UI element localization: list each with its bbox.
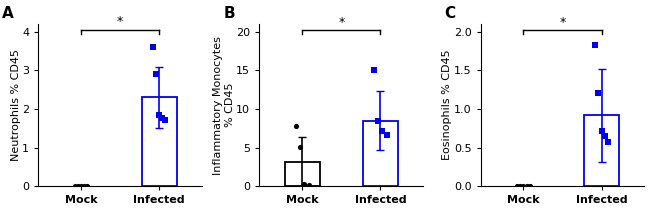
Point	[593, 92, 604, 95]
Point	[382, 134, 392, 137]
Point	[373, 119, 384, 122]
Bar	[363, 121, 398, 186]
Point	[304, 184, 314, 187]
Point	[299, 182, 309, 186]
Text: *: *	[560, 16, 566, 29]
Text: B: B	[223, 5, 235, 20]
Point	[70, 185, 80, 188]
Point	[151, 72, 161, 76]
Point	[369, 69, 380, 72]
Point	[82, 185, 92, 188]
Point	[603, 140, 613, 143]
Point	[515, 185, 526, 188]
Bar	[285, 162, 320, 186]
Point	[377, 129, 387, 132]
Point	[590, 43, 601, 46]
Point	[291, 124, 301, 128]
Point	[521, 185, 532, 188]
Text: *: *	[117, 15, 124, 28]
Text: A: A	[2, 5, 14, 20]
Text: *: *	[338, 16, 344, 29]
Point	[512, 185, 523, 188]
Point	[160, 118, 170, 122]
Point	[76, 185, 86, 188]
Text: C: C	[445, 5, 456, 20]
Point	[599, 134, 610, 138]
Point	[525, 185, 535, 188]
Point	[295, 145, 306, 149]
Point	[157, 116, 168, 120]
Point	[596, 129, 606, 132]
Point	[154, 113, 164, 116]
Point	[148, 45, 158, 49]
Bar	[142, 97, 177, 186]
Y-axis label: Eosinophils % CD45: Eosinophils % CD45	[443, 50, 452, 160]
Y-axis label: Neutrophils % CD45: Neutrophils % CD45	[10, 49, 21, 161]
Y-axis label: Inflammatory Monocytes
% CD45: Inflammatory Monocytes % CD45	[213, 36, 235, 174]
Point	[518, 185, 528, 188]
Bar	[584, 115, 619, 186]
Point	[79, 184, 90, 187]
Point	[73, 185, 83, 188]
